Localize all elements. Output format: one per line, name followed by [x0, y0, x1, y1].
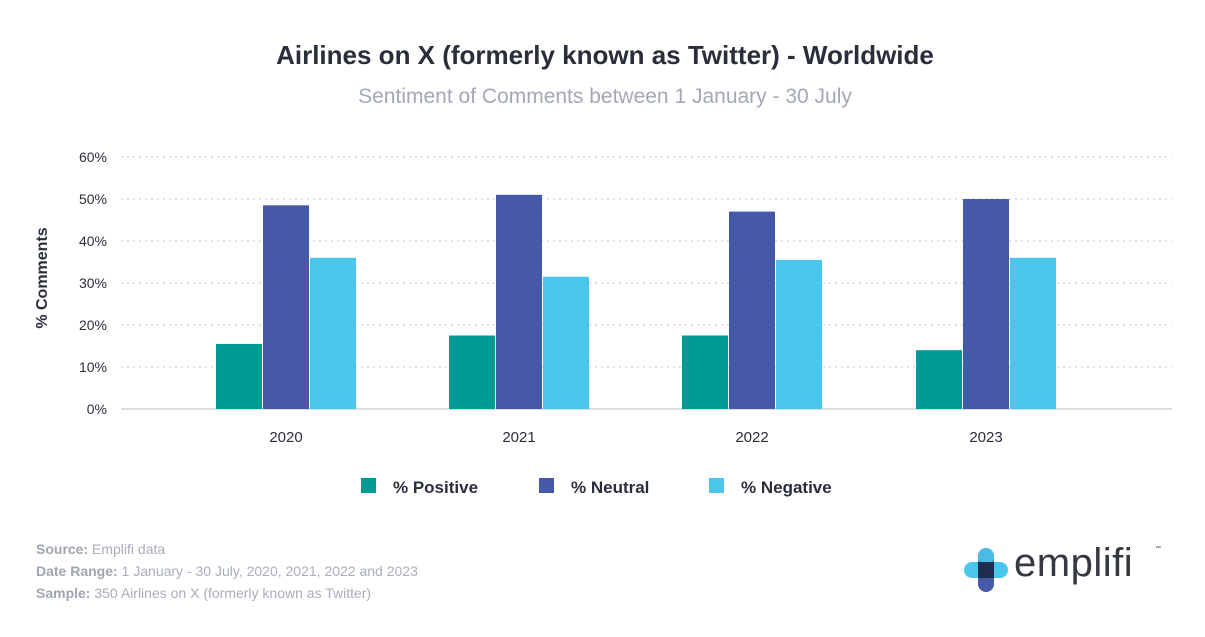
bars: [216, 194, 1056, 409]
bar-chart: 0% 10% 20% 30% 40% 50% 60% 2020 2021 2022 2023 % …: [34, 149, 1172, 497]
bar-2021-2: [543, 276, 589, 409]
brand-name: emplifi: [1014, 541, 1134, 585]
bar-2022-1: [729, 211, 775, 409]
source-note: Source: Emplifi data: [36, 541, 166, 557]
x-axis-ticks: 2020 2021 2022 2023: [269, 429, 1002, 446]
bar-2021-0: [449, 335, 495, 409]
y-tick-label: 40%: [79, 233, 107, 249]
bar-2022-2: [776, 259, 822, 409]
bar-2023-0: [916, 350, 962, 409]
legend-swatch: [539, 478, 554, 493]
x-tick-label: 2023: [969, 429, 1002, 446]
footnotes: Source: Emplifi data Date Range: 1 Janua…: [36, 538, 418, 604]
bar-2020-0: [216, 343, 262, 409]
y-axis-label: % Comments: [34, 227, 51, 328]
bar-2023-1: [963, 199, 1009, 409]
legend-label: % Positive: [393, 478, 478, 497]
y-tick-label: 10%: [79, 359, 107, 375]
x-tick-label: 2022: [735, 429, 768, 446]
bar-2023-2: [1010, 257, 1056, 409]
x-tick-label: 2020: [269, 429, 302, 446]
y-tick-label: 0%: [87, 401, 107, 417]
x-tick-label: 2021: [502, 429, 535, 446]
date-range-note: Date Range: 1 January - 30 July, 2020, 2…: [36, 563, 418, 579]
legend: % Positive % Neutral % Negative: [361, 478, 832, 497]
y-tick-label: 30%: [79, 275, 107, 291]
bar-2020-2: [310, 257, 356, 409]
emplifi-logo-icon: [964, 548, 1008, 592]
legend-label: % Neutral: [571, 478, 649, 497]
legend-swatch: [709, 478, 724, 493]
y-tick-label: 20%: [79, 317, 107, 333]
bar-2021-1: [496, 194, 542, 409]
legend-swatch: [361, 478, 376, 493]
legend-label: % Negative: [741, 478, 832, 497]
bar-2022-0: [682, 335, 728, 409]
chart-title: Airlines on X (formerly known as Twitter…: [276, 40, 934, 70]
y-axis-ticks: 0% 10% 20% 30% 40% 50% 60%: [79, 149, 107, 417]
sample-note: Sample: 350 Airlines on X (formerly know…: [36, 585, 372, 601]
brand-trademark: ™: [1155, 546, 1161, 552]
y-tick-label: 50%: [79, 191, 107, 207]
y-tick-label: 60%: [79, 149, 107, 165]
bar-2020-1: [263, 205, 309, 409]
chart-subtitle: Sentiment of Comments between 1 January …: [358, 85, 852, 108]
